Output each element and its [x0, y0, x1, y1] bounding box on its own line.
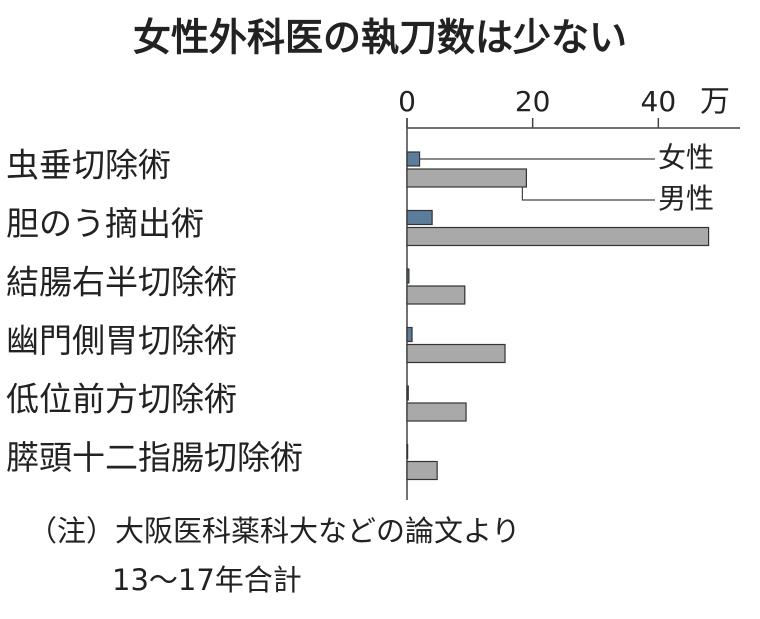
category-label: 結腸右半切除術 [6, 263, 237, 302]
category-label: 胆のう摘出術 [6, 204, 204, 243]
legend-label: 男性 [658, 182, 714, 215]
chart-title: 女性外科医の執刀数は少ない [133, 16, 627, 60]
bar [406, 268, 410, 284]
bar [406, 402, 467, 422]
bar [406, 443, 409, 460]
category-label: 膵頭十二指腸切除術 [6, 438, 303, 477]
category-label: 幽門側胃切除術 [6, 321, 237, 360]
note: 13〜17年合計 [112, 563, 302, 597]
bar [406, 168, 527, 188]
note: （注）大阪医科薬科大などの論文より [28, 514, 520, 548]
category-label: 低位前方切除術 [6, 380, 237, 419]
bar [406, 326, 413, 343]
bar [406, 209, 433, 226]
x-tick-label: 0 [398, 85, 416, 118]
legend-leader [521, 187, 655, 201]
bar [406, 151, 421, 167]
x-tick-label: 40 [641, 85, 677, 118]
bar [406, 343, 506, 364]
x-tick-label: 20 [515, 85, 551, 118]
bar [406, 285, 466, 305]
bar [406, 460, 438, 481]
bar [406, 226, 710, 247]
axis-unit: 万 [700, 85, 730, 120]
category-label: 虫垂切除術 [6, 146, 171, 185]
legend-label: 女性 [658, 141, 714, 174]
bar [406, 385, 409, 401]
